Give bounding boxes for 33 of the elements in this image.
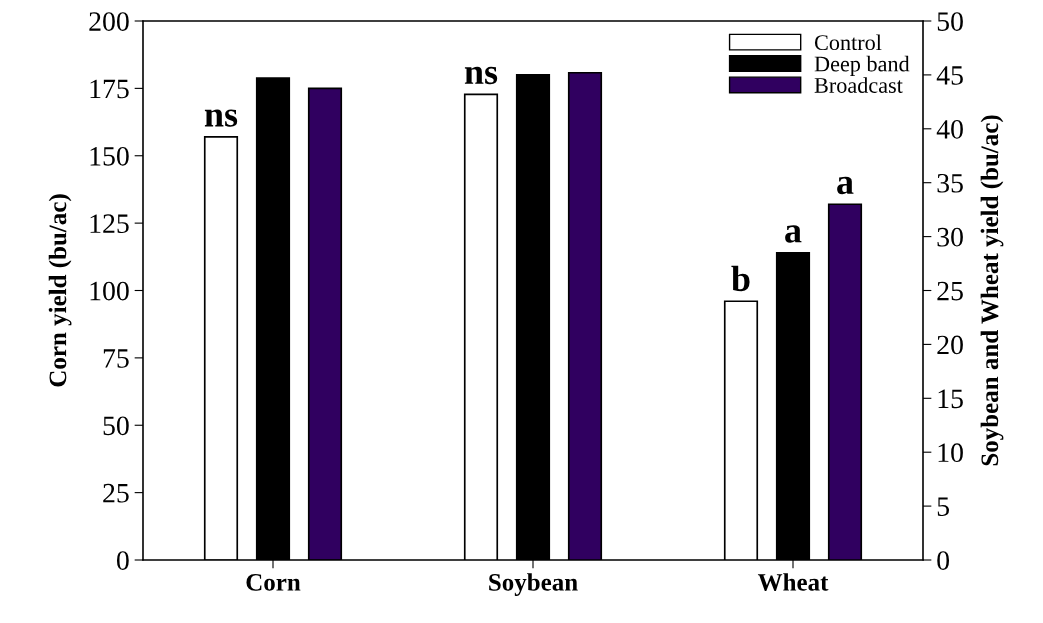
- annotation: b: [731, 265, 750, 292]
- y2-tick-label: 25: [937, 281, 963, 301]
- x-tick-label: Corn: [246, 573, 301, 591]
- y2-tick-label: 20: [937, 335, 963, 355]
- y2-tick-label: 40: [936, 119, 963, 139]
- annotation: a: [785, 225, 802, 243]
- annotation: a: [837, 176, 854, 195]
- x-tick-label: Wheat: [757, 573, 829, 591]
- y-tick-label: 0: [116, 551, 129, 570]
- y2-tick-label: 35: [937, 173, 963, 193]
- y-axis-title: Corn yield (bu/ac): [48, 194, 72, 387]
- y2-axis-title: Soybean and Wheat yield (bu/ac): [980, 115, 1004, 466]
- x-tick-label: Soybean: [489, 573, 578, 596]
- y2-tick-label: 15: [938, 389, 963, 409]
- annotation: ns: [204, 109, 238, 127]
- y-tick-label: 75: [103, 349, 129, 368]
- annotation: ns: [464, 66, 498, 85]
- y-tick-label: 150: [90, 146, 129, 166]
- y-tick-label: 25: [103, 483, 129, 503]
- y-tick-label: 125: [90, 214, 129, 234]
- legend-label: Broadcast: [814, 77, 903, 93]
- y-tick-label: 50: [103, 416, 129, 436]
- y2-tick-label: 30: [937, 227, 963, 247]
- legend-label: Control: [814, 34, 882, 51]
- y2-tick-label: 45: [936, 66, 963, 85]
- y2-tick-label: 5: [937, 497, 949, 517]
- y2-tick-label: 0: [937, 551, 950, 570]
- y-tick-label: 175: [90, 79, 129, 99]
- y2-tick-label: 50: [937, 12, 963, 31]
- y-tick-label: 200: [89, 12, 129, 31]
- y2-tick-label: 10: [938, 443, 963, 463]
- legend-label: Deep band: [814, 55, 910, 77]
- y-tick-label: 100: [90, 281, 129, 301]
